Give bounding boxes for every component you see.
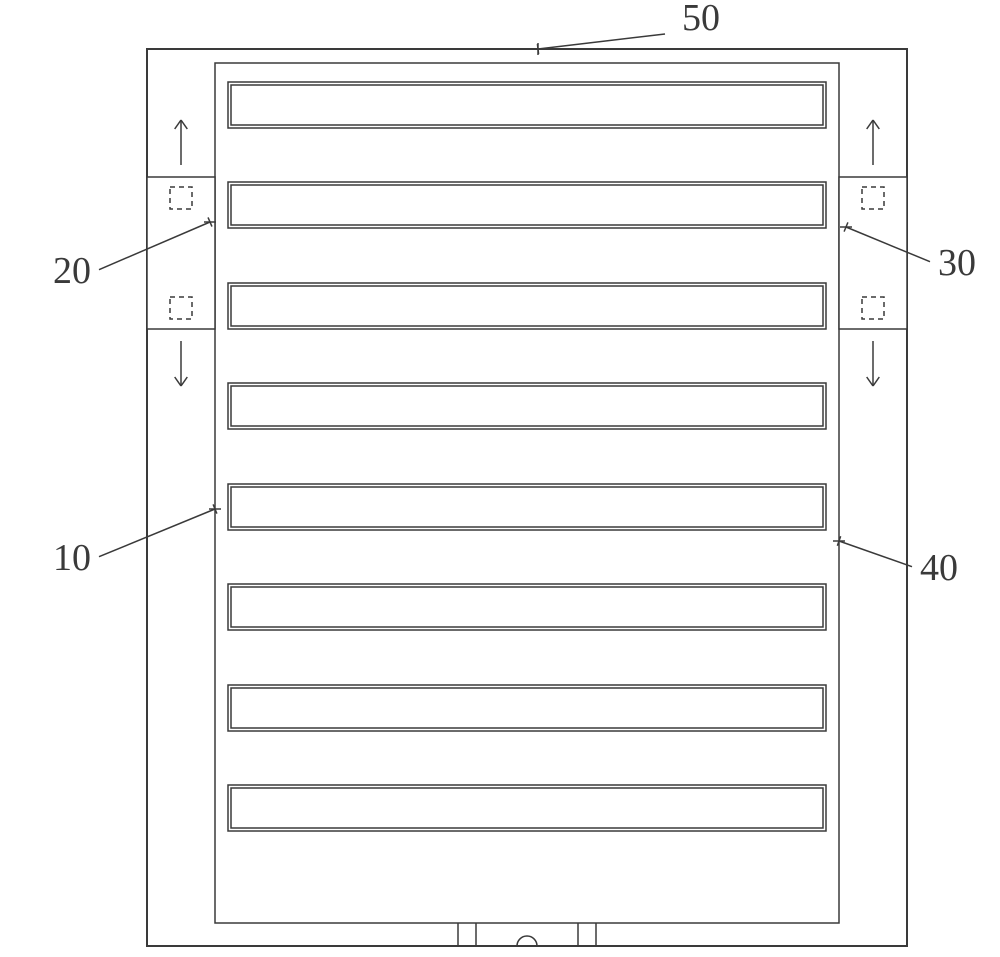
background [0,0,1000,957]
callout-label: 10 [53,537,91,579]
slider-left [147,177,215,329]
callout-label: 40 [920,547,958,589]
slider-right [839,177,907,329]
callout-label: 20 [53,250,91,292]
callout-label: 50 [682,0,720,39]
callout-label: 30 [938,242,976,284]
